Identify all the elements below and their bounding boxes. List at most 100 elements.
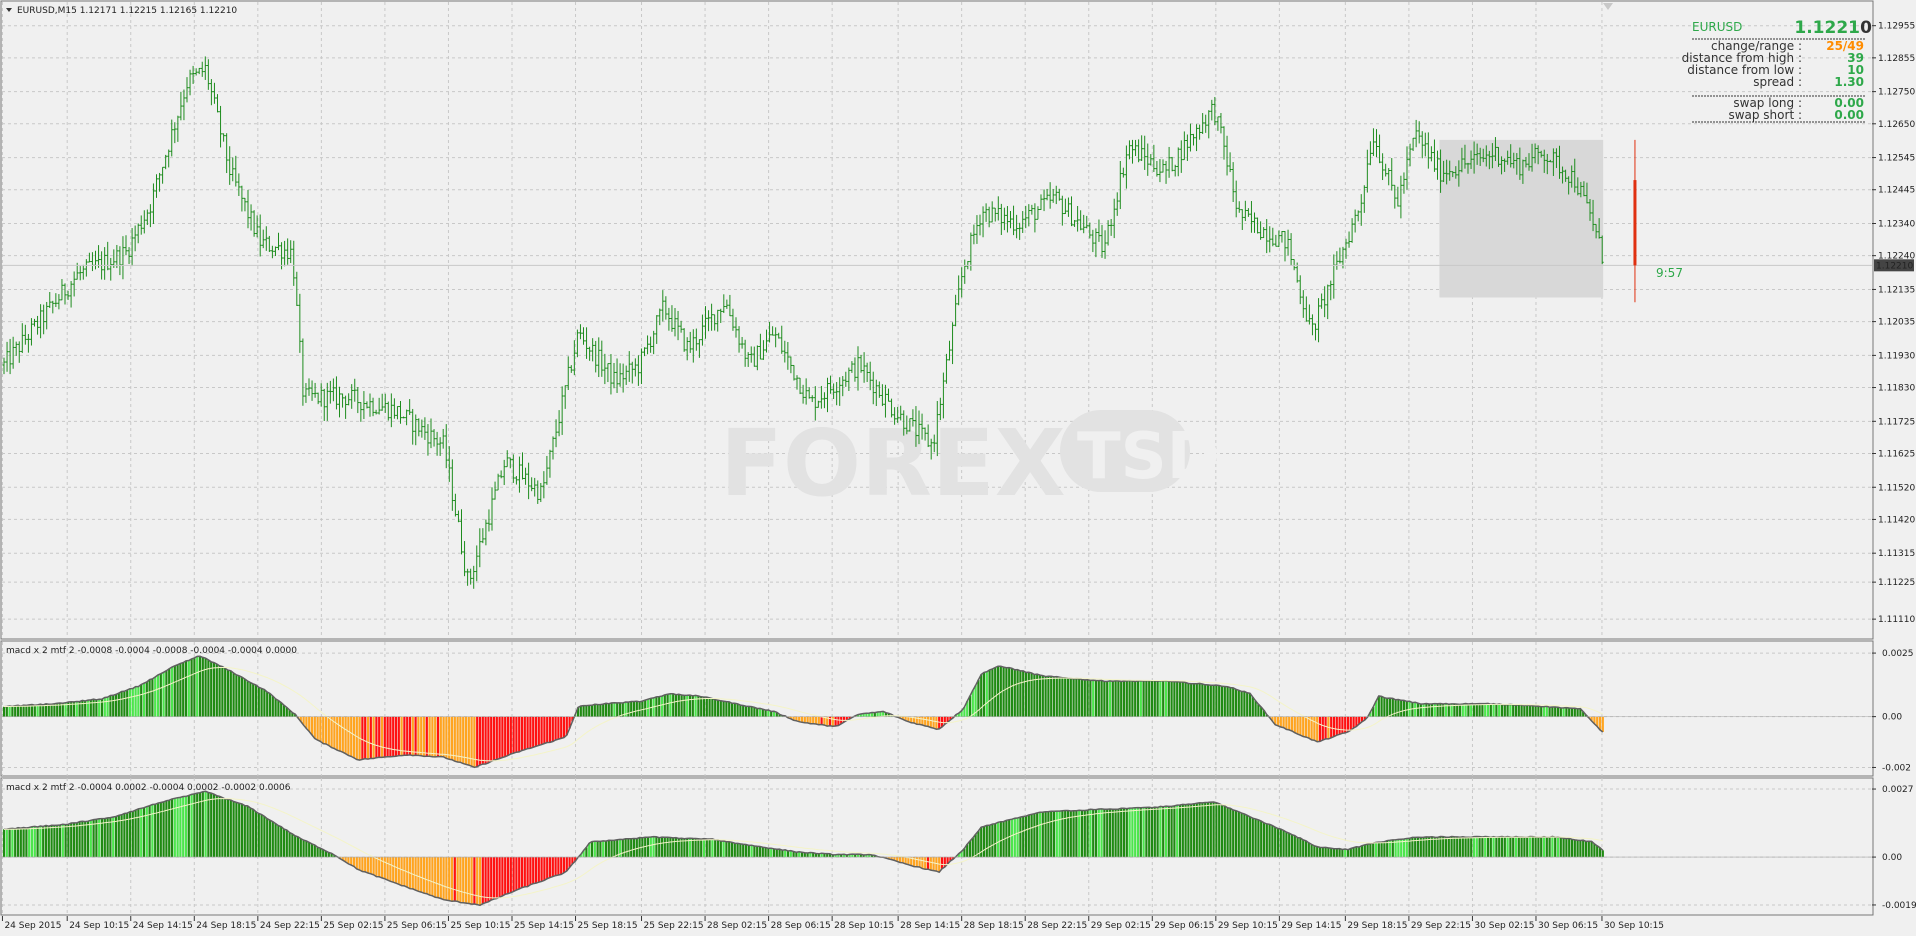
price-tick-label: 1.12855: [1878, 54, 1915, 64]
info-row-value: 1.30: [1834, 75, 1864, 89]
price-tick-label: 1.11315: [1878, 549, 1915, 559]
histogram-outline: [3, 655, 1604, 769]
time-tick-label: 29 Sep 22:15: [1411, 921, 1471, 931]
signal-line: [4, 667, 1604, 762]
watermark-pill: [1060, 410, 1190, 492]
indicator-tick-label: 0.00: [1882, 853, 1902, 863]
macd-pane-2[interactable]: 0.0027 0.00 -0.0019 macd x 2 mtf 2 -0.0004…: [0, 777, 1916, 916]
candle-timer: 9:57: [1656, 266, 1683, 280]
time-tick-label: 29 Sep 06:15: [1154, 921, 1214, 931]
price-tick-label: 1.12545: [1878, 154, 1915, 164]
macd-pane-1-axis: 0.0025 0.00 -0.002: [1872, 649, 1914, 773]
price-axis: 1.12955 1.12855 1.12750 1.12650 1.12545 1.124…: [1872, 22, 1915, 625]
swap-row-value: 0.00: [1834, 96, 1864, 110]
time-tick-label: 25 Sep 18:15: [578, 921, 638, 931]
time-tick-label: 28 Sep 10:15: [834, 921, 894, 931]
price-tick-label: 1.12135: [1878, 285, 1915, 295]
price-tick-label: 1.11830: [1878, 384, 1915, 394]
price-tick-label: 1.12750: [1878, 88, 1915, 98]
info-row-value: 10: [1847, 63, 1864, 77]
macd-pane-2-histogram: [2, 790, 1872, 907]
info-rows: change/range : 25/49 distance from high : 3…: [1682, 39, 1864, 89]
indicator-tick-label: 0.0027: [1882, 785, 1914, 795]
indicator-tick-label: 0.0025: [1882, 649, 1914, 659]
swap-row-label: swap long :: [1733, 96, 1802, 110]
info-row-label: distance from high :: [1682, 51, 1802, 65]
price-tick-label: 1.12650: [1878, 120, 1915, 130]
current-price-label: 1.12210: [1876, 261, 1913, 271]
signal-line: [3, 798, 1603, 899]
shift-marker-icon[interactable]: [1603, 3, 1613, 10]
price-tick-label: 1.11225: [1878, 578, 1915, 588]
time-tick-label: 28 Sep 02:15: [707, 921, 767, 931]
time-tick-label: 28 Sep 06:15: [771, 921, 831, 931]
time-tick-label: 28 Sep 18:15: [964, 921, 1024, 931]
indicator-tick-label: -0.0019: [1882, 901, 1916, 911]
time-tick-label: 30 Sep 10:15: [1604, 921, 1664, 931]
price-tick-label: 1.11420: [1878, 515, 1915, 525]
indicator-tick-label: -0.002: [1882, 763, 1911, 773]
macd-pane-2-title: macd x 2 mtf 2 -0.0004 0.0002 -0.0004 0.…: [6, 783, 291, 793]
time-tick-label: 24 Sep 18:15: [196, 921, 256, 931]
info-row-label: spread :: [1753, 75, 1802, 89]
swap-row-value: 0.00: [1834, 108, 1864, 122]
time-tick-label: 30 Sep 06:15: [1538, 921, 1598, 931]
price-tick-label: 1.12955: [1878, 22, 1915, 32]
price-tick-label: 1.11930: [1878, 351, 1915, 361]
range-box: [1439, 139, 1604, 298]
time-tick-label: 28 Sep 22:15: [1027, 921, 1087, 931]
current-price-badge: [1874, 259, 1914, 272]
swap-rows: swap long : 0.00 swap short : 0.00: [1728, 96, 1864, 122]
watermark-left-text: FOREX: [720, 410, 1066, 517]
price-grid: [1, 2, 1872, 638]
price-tick-label: 1.11110: [1878, 615, 1915, 625]
price-tick-label: 1.12340: [1878, 220, 1915, 230]
watermark-right-text: TSD: [1077, 420, 1220, 494]
price-tick-label: 1.11520: [1878, 483, 1915, 493]
price-tick-label: 1.12445: [1878, 186, 1915, 196]
info-row-label: change/range :: [1711, 39, 1802, 53]
info-row-value: 25/49: [1826, 39, 1864, 53]
price-tick-label: 1.11625: [1878, 449, 1915, 459]
forex-tsd-watermark: FOREX TSD: [720, 410, 1220, 517]
chevron-down-icon[interactable]: [6, 8, 12, 12]
time-tick-label: 24 Sep 22:15: [260, 921, 320, 931]
price-pane[interactable]: FOREX TSD 9:57 1.129551.128551.127501.12…: [0, 0, 1915, 640]
macd-pane-1[interactable]: 0.0025 0.00 -0.002 macd x 2 mtf 2 -0.0008 …: [0, 640, 1914, 777]
time-tick-label: 25 Sep 10:15: [450, 921, 510, 931]
indicator-tick-label: 0.00: [1882, 713, 1902, 723]
symbol-header[interactable]: EURUSD,M15 1.12171 1.12215 1.12165 1.122…: [6, 6, 237, 16]
time-tick-label: 28 Sep 14:15: [900, 921, 960, 931]
time-tick-label: 24 Sep 14:15: [133, 921, 193, 931]
time-tick-label: 25 Sep 22:15: [644, 921, 704, 931]
swap-row-label: swap short :: [1728, 108, 1802, 122]
price-tick-label: 1.12035: [1878, 318, 1915, 328]
current-candle: [1633, 139, 1637, 303]
time-tick-label: 25 Sep 02:15: [323, 921, 383, 931]
time-tick-label: 24 Sep 2015: [4, 921, 61, 931]
time-tick-label: 30 Sep 02:15: [1474, 921, 1534, 931]
price-pane-frame: [0, 0, 1874, 640]
info-row-label: distance from low :: [1687, 63, 1802, 77]
macd-pane-1-title: macd x 2 mtf 2 -0.0008 -0.0004 -0.0008 -…: [6, 646, 297, 656]
price-tick-label: 1.11725: [1878, 417, 1915, 427]
price-bars: [2, 56, 1604, 589]
time-tick-label: 29 Sep 10:15: [1218, 921, 1278, 931]
time-tick-label: 29 Sep 18:15: [1347, 921, 1407, 931]
time-tick-label: 24 Sep 10:15: [69, 921, 129, 931]
info-price-main: 1.1221: [1794, 18, 1860, 38]
info-price-last-digit: 0: [1860, 18, 1872, 38]
time-axis: 24 Sep 2015 24 Sep 10:15 24 Sep 14:15 24 Se…: [1, 916, 1664, 931]
symbol-header-text: EURUSD,M15 1.12171 1.12215 1.12165 1.122…: [17, 6, 237, 16]
macd-pane-1-histogram: [2, 655, 1872, 769]
info-row-value: 39: [1847, 51, 1864, 65]
price-tick-label: 1.12240: [1878, 252, 1915, 262]
histogram-outline: [3, 790, 1604, 907]
time-tick-label: 29 Sep 14:15: [1281, 921, 1341, 931]
info-symbol: EURUSD: [1692, 20, 1742, 34]
time-tick-label: 29 Sep 02:15: [1091, 921, 1151, 931]
info-panel: EURUSD 1.1221 0 change/range : 25/49 dista…: [1682, 18, 1872, 123]
time-tick-label: 25 Sep 06:15: [387, 921, 447, 931]
